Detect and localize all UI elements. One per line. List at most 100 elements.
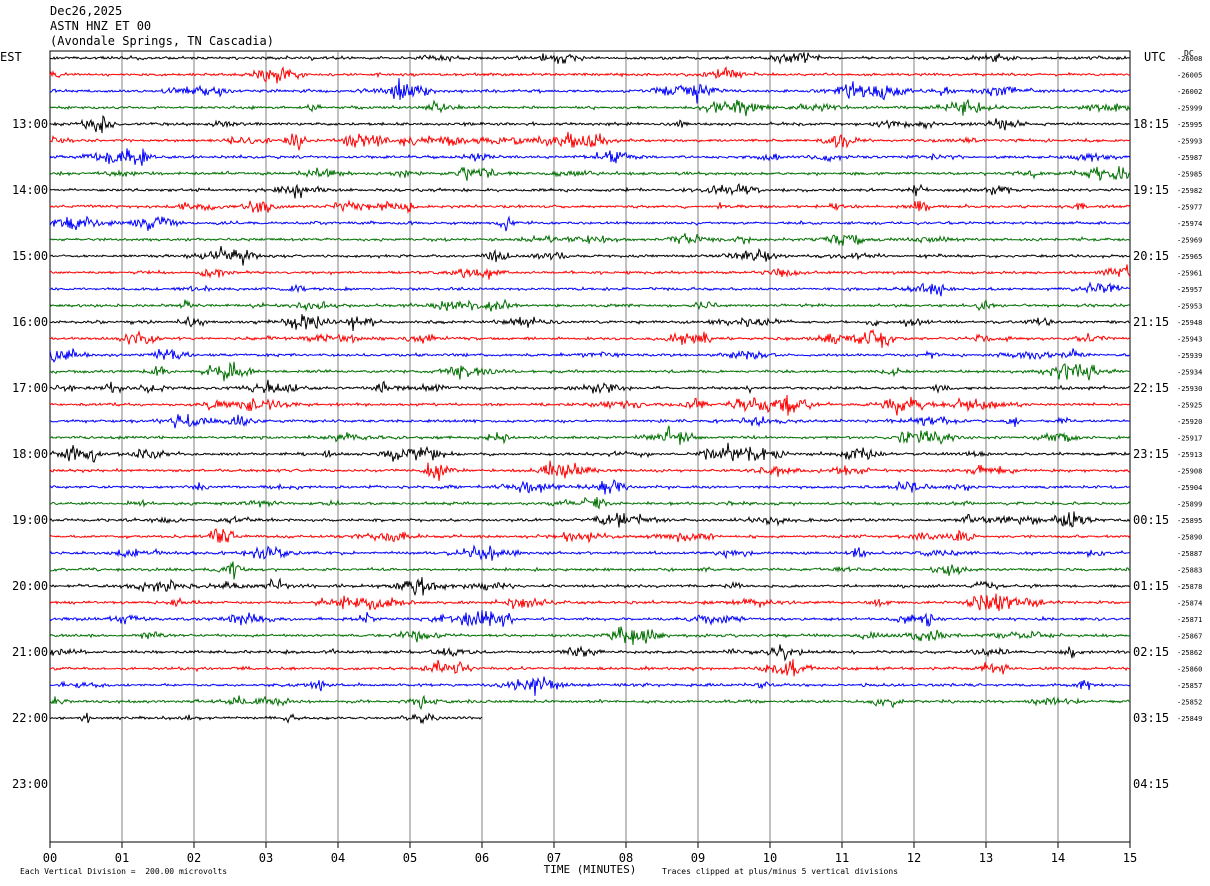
dc-value-label: -25934 — [1177, 369, 1202, 377]
seismic-trace — [49, 298, 1131, 312]
dc-value-label: -25878 — [1177, 583, 1202, 591]
dc-value-label: -25969 — [1177, 237, 1202, 245]
dc-value-label: -25977 — [1177, 204, 1202, 212]
location-label: (Avondale Springs, TN Cascadia) — [50, 34, 274, 48]
seismic-trace — [49, 183, 1131, 199]
seismic-trace — [49, 99, 1131, 117]
x-tick-label: 09 — [691, 851, 705, 865]
dc-value-label: -25993 — [1177, 138, 1202, 146]
x-tick-label: 05 — [403, 851, 417, 865]
x-tick-label: 12 — [907, 851, 921, 865]
hour-label-utc: 02:15 — [1133, 645, 1169, 659]
dc-value-label: -25899 — [1177, 501, 1202, 509]
dc-value-label: -25890 — [1177, 534, 1202, 542]
x-tick-label: 15 — [1123, 851, 1137, 865]
hour-label-utc: 18:15 — [1133, 117, 1169, 131]
dc-value-label: -25999 — [1177, 105, 1202, 113]
hour-label-est: 15:00 — [12, 249, 48, 263]
dc-value-label: -25908 — [1177, 468, 1202, 476]
dc-value-label: -25862 — [1177, 649, 1202, 657]
x-tick-label: 13 — [979, 851, 993, 865]
left-axis-label: EST — [0, 50, 22, 64]
seismic-trace — [49, 148, 1131, 166]
seismic-trace — [49, 561, 1131, 580]
seismic-trace — [49, 577, 1131, 597]
dc-value-label: -25920 — [1177, 418, 1202, 426]
footer-left-note: Each Vertical Division = 200.00 microvol… — [20, 867, 228, 876]
seismic-trace — [49, 676, 1131, 696]
seismic-trace — [49, 394, 1131, 416]
seismic-trace — [49, 626, 1131, 646]
hour-label-est: 23:00 — [12, 777, 48, 791]
dc-value-label: -25982 — [1177, 187, 1202, 195]
seismic-trace — [49, 593, 1131, 612]
hour-label-utc: 23:15 — [1133, 447, 1169, 461]
seismic-trace — [49, 644, 1131, 662]
seismic-trace — [49, 246, 1131, 266]
seismic-trace — [49, 544, 1131, 561]
dc-value-label: -25887 — [1177, 550, 1202, 558]
seismic-trace — [49, 52, 1131, 65]
hour-label-est: 21:00 — [12, 645, 48, 659]
x-tick-label: 07 — [547, 851, 561, 865]
x-tick-label: 10 — [763, 851, 777, 865]
hour-label-est: 18:00 — [12, 447, 48, 461]
dc-value-label: -25953 — [1177, 303, 1202, 311]
seismic-trace — [49, 379, 1131, 395]
seismic-trace — [49, 659, 1131, 677]
dc-value-label: -25895 — [1177, 517, 1202, 525]
dc-value-label: -26008 — [1177, 55, 1202, 63]
dc-value-label: -25957 — [1177, 286, 1202, 294]
seismic-trace — [49, 609, 1131, 628]
dc-value-label: -25995 — [1177, 121, 1202, 129]
seismic-trace — [49, 528, 1131, 544]
hour-label-est: 14:00 — [12, 183, 48, 197]
x-tick-label: 03 — [259, 851, 273, 865]
dc-value-label: -25939 — [1177, 352, 1202, 360]
dc-value-label: -25913 — [1177, 451, 1202, 459]
x-tick-label: 00 — [43, 851, 57, 865]
seismic-trace — [49, 233, 1131, 247]
seismic-trace — [49, 328, 1131, 348]
x-tick-label: 04 — [331, 851, 345, 865]
hour-label-est: 16:00 — [12, 315, 48, 329]
plot-frame — [49, 50, 1131, 843]
x-axis-title: TIME (MINUTES) — [544, 863, 637, 876]
x-tick-label: 14 — [1051, 851, 1065, 865]
dc-value-label: -25874 — [1177, 600, 1202, 608]
hour-label-est: 17:00 — [12, 381, 48, 395]
seismic-trace — [49, 215, 1131, 232]
dc-value-label: -25849 — [1177, 715, 1202, 723]
hour-label-utc: 21:15 — [1133, 315, 1169, 329]
dc-value-label: -25965 — [1177, 253, 1202, 261]
seismic-trace — [49, 425, 1131, 446]
dc-value-label: -25985 — [1177, 171, 1202, 179]
hour-label-utc: 00:15 — [1133, 513, 1169, 527]
seismic-trace — [49, 314, 1131, 332]
hour-label-est: 22:00 — [12, 711, 48, 725]
x-tick-label: 11 — [835, 851, 849, 865]
station-label: ASTN HNZ ET 00 — [50, 19, 152, 33]
x-tick-label: 08 — [619, 851, 633, 865]
seismic-trace — [49, 496, 1131, 510]
date-label: Dec26,2025 — [50, 4, 123, 18]
seismic-trace — [49, 264, 1131, 280]
seismic-trace — [49, 694, 1130, 711]
seismic-trace — [49, 348, 1131, 363]
seismic-trace — [49, 131, 1131, 151]
seismic-trace — [50, 712, 483, 725]
hour-label-utc: 01:15 — [1133, 579, 1169, 593]
seismic-trace — [49, 115, 1131, 134]
dc-value-label: -25867 — [1177, 633, 1202, 641]
seismic-trace — [49, 78, 1131, 104]
dc-value-label: -25987 — [1177, 154, 1202, 162]
seismic-trace — [49, 414, 1131, 429]
hour-label-utc: 19:15 — [1133, 183, 1169, 197]
seismic-trace — [49, 166, 1131, 182]
dc-value-label: -25943 — [1177, 336, 1202, 344]
dc-value-label: -25857 — [1177, 682, 1202, 690]
dc-value-label: -25883 — [1177, 567, 1202, 575]
dc-label: DC — [1184, 49, 1194, 58]
dc-value-label: -25904 — [1177, 484, 1202, 492]
